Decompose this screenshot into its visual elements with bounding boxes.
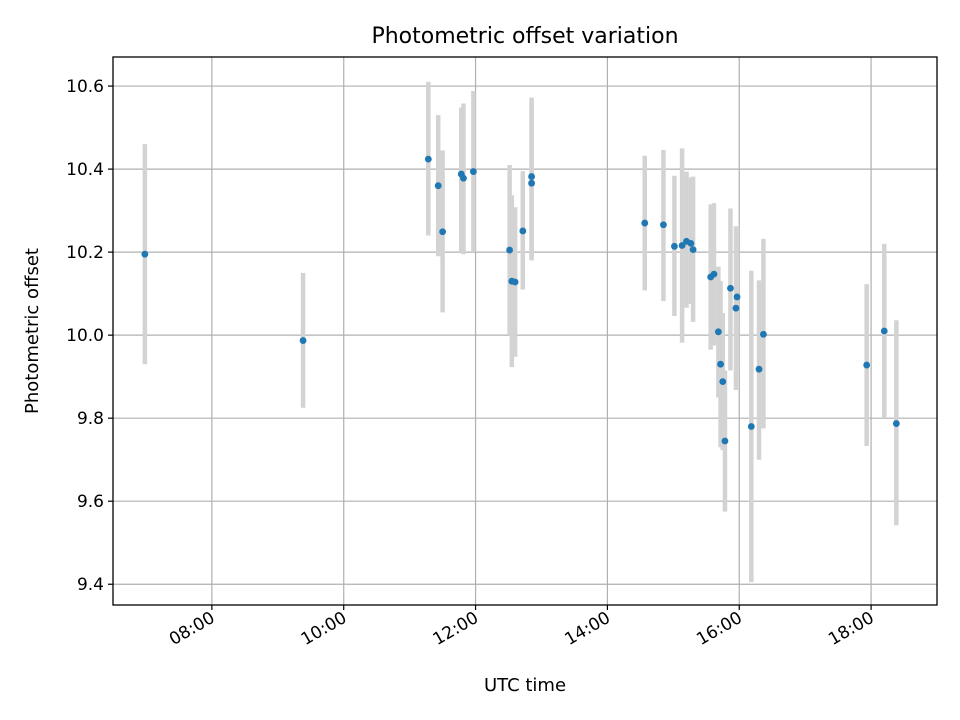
data-point [528, 179, 535, 187]
data-point [727, 284, 734, 292]
data-point [424, 155, 432, 163]
plot-frame [112, 56, 938, 606]
data-point [469, 168, 477, 175]
data-point [714, 328, 722, 336]
x-tick-label: 10:00 [298, 608, 350, 650]
data-point [689, 246, 697, 254]
data-point [733, 293, 741, 301]
data-point [506, 246, 514, 254]
data-point [880, 327, 888, 335]
y-tick-label: 9.8 [77, 409, 104, 429]
y-tick-label: 10.2 [66, 243, 104, 263]
y-tick-label: 10.4 [66, 160, 104, 180]
data-point [678, 242, 686, 249]
y-tick-label: 10.6 [66, 77, 104, 97]
data-point [755, 365, 763, 373]
data-point [641, 219, 649, 227]
x-tick-label: 18:00 [825, 608, 877, 650]
y-tick-label: 9.6 [77, 492, 104, 512]
data-points [141, 155, 900, 445]
data-point [732, 304, 740, 312]
data-point [863, 361, 871, 369]
data-point [141, 250, 149, 258]
x-tick-label: 14:00 [561, 608, 613, 650]
x-axis-label: UTC time [484, 675, 566, 696]
data-point [687, 240, 695, 247]
data-point [439, 228, 446, 236]
data-point [671, 242, 678, 250]
data-point [721, 437, 729, 445]
x-tick-label: 16:00 [693, 608, 745, 650]
x-tick-label: 08:00 [166, 608, 218, 650]
data-point [760, 330, 767, 338]
chart-title: Photometric offset variation [371, 24, 678, 49]
data-point [710, 270, 718, 278]
data-point [660, 221, 667, 229]
grid [113, 57, 937, 605]
data-point [434, 182, 442, 190]
data-point [299, 337, 307, 344]
errorbars [142, 81, 899, 583]
data-point [892, 420, 900, 427]
data-point [460, 174, 467, 182]
y-axis-label: Photometric offset [22, 248, 43, 414]
y-tick-label: 9.4 [77, 575, 104, 595]
data-point [719, 378, 727, 386]
data-point [528, 173, 535, 180]
data-point [519, 227, 527, 235]
data-point [717, 360, 724, 368]
data-point [511, 278, 519, 286]
x-tick-label: 12:00 [430, 608, 482, 650]
y-tick-label: 10.0 [66, 326, 104, 346]
data-point [747, 423, 755, 430]
